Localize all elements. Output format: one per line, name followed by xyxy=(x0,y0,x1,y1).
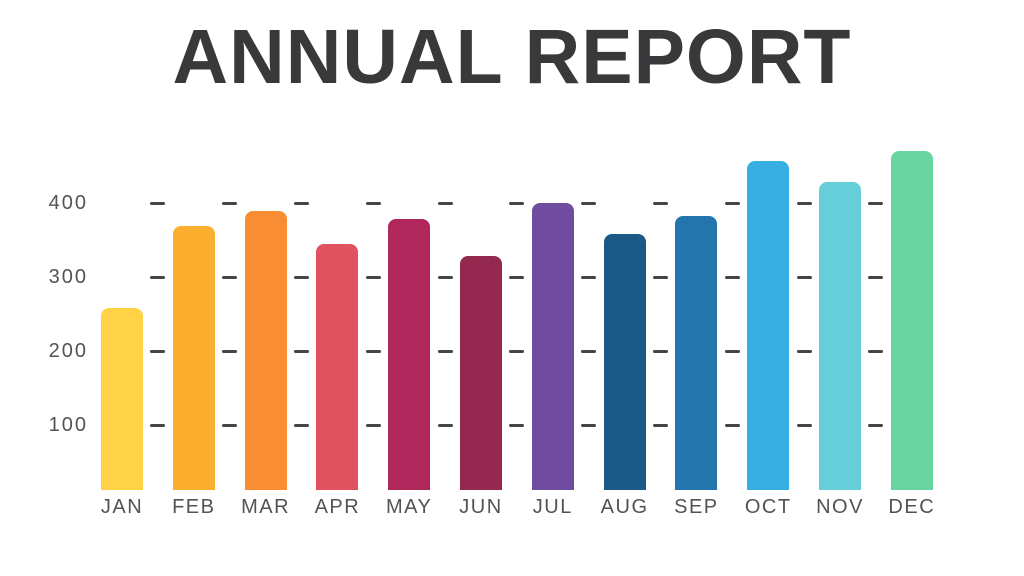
tick-dash xyxy=(724,423,740,427)
tick-dash xyxy=(581,349,597,353)
tick-dash xyxy=(581,201,597,205)
tick-dash xyxy=(437,423,453,427)
tick-dash xyxy=(294,275,309,279)
tick-dash xyxy=(796,349,812,353)
tick-dash xyxy=(294,423,309,427)
y-label-100: 100 xyxy=(48,414,88,436)
bar-aug xyxy=(603,234,646,490)
tick-dash xyxy=(150,423,166,427)
tick-dash xyxy=(796,275,812,279)
x-label-dec: DEC xyxy=(888,496,936,518)
bar-sep xyxy=(675,216,718,490)
x-label-jan: JAN xyxy=(100,496,144,518)
tick-dash xyxy=(294,349,309,353)
y-label-200: 200 xyxy=(48,340,88,362)
tick-dash xyxy=(150,349,166,353)
x-label-oct: OCT xyxy=(744,496,792,518)
tick-dash xyxy=(653,423,668,427)
bar-feb xyxy=(172,225,215,490)
tick-dash xyxy=(868,275,884,279)
y-label-300: 300 xyxy=(48,266,88,288)
bar-jan xyxy=(101,308,143,490)
x-label-sep: SEP xyxy=(674,496,719,518)
tick-dash xyxy=(437,275,453,279)
x-label-jun: JUN xyxy=(459,496,503,518)
tick-dash xyxy=(724,275,740,279)
tick-dash xyxy=(294,201,309,205)
tick-dash xyxy=(868,349,884,353)
tick-dash xyxy=(509,275,525,279)
tick-dash xyxy=(509,201,525,205)
tick-dash xyxy=(653,349,668,353)
tick-dash xyxy=(868,201,884,205)
tick-dash xyxy=(365,275,381,279)
tick-dash xyxy=(437,349,453,353)
tick-dash xyxy=(365,201,381,205)
tick-dash xyxy=(150,275,166,279)
bar-jul xyxy=(531,203,574,490)
tick-dash xyxy=(222,275,238,279)
tick-dash xyxy=(150,201,166,205)
bar-dec xyxy=(890,151,933,490)
tick-dash xyxy=(222,349,238,353)
y-label-400: 400 xyxy=(48,192,88,214)
x-label-may: MAY xyxy=(386,496,433,518)
tick-dash xyxy=(581,275,597,279)
bar-mar xyxy=(244,211,287,490)
x-label-mar: MAR xyxy=(241,496,291,518)
tick-dash xyxy=(868,423,884,427)
tick-dash xyxy=(365,349,381,353)
chart-title: ANNUAL REPORT xyxy=(172,14,852,100)
bar-jun xyxy=(460,256,502,490)
x-label-aug: AUG xyxy=(600,496,649,518)
tick-dash xyxy=(724,349,740,353)
tick-dash xyxy=(222,201,238,205)
x-label-jul: JUL xyxy=(532,496,573,518)
x-label-nov: NOV xyxy=(816,496,864,518)
tick-dash xyxy=(509,349,525,353)
tick-dash xyxy=(222,423,238,427)
tick-dash xyxy=(796,423,812,427)
bar-may xyxy=(388,218,431,490)
bar-apr xyxy=(316,244,359,490)
tick-dash xyxy=(509,423,525,427)
tick-dash xyxy=(365,423,381,427)
tick-dash xyxy=(724,201,740,205)
bar-oct xyxy=(747,160,790,490)
x-label-apr: APR xyxy=(314,496,361,518)
tick-dash xyxy=(796,201,812,205)
tick-dash xyxy=(653,275,668,279)
x-label-feb: FEB xyxy=(172,496,216,518)
tick-dash xyxy=(653,201,668,205)
tick-dash xyxy=(437,201,453,205)
bar-nov xyxy=(819,182,861,490)
tick-dash xyxy=(581,423,597,427)
